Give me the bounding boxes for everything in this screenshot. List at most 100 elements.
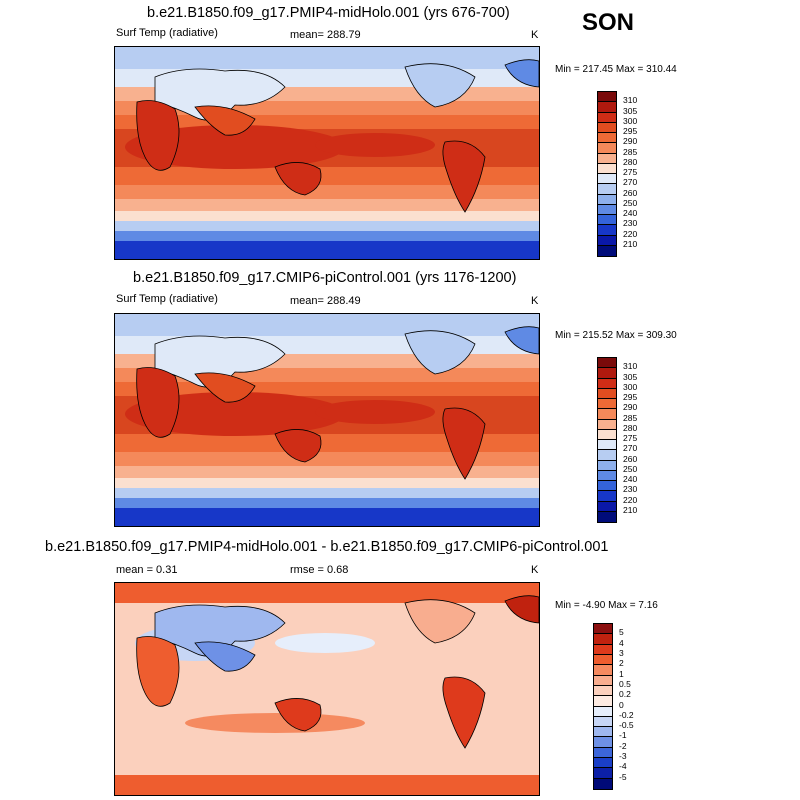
colorbar-tick-label: 275 xyxy=(623,167,638,177)
colorbar-swatch xyxy=(598,399,616,410)
colorbar-swatch xyxy=(598,235,616,246)
colorbar-swatch xyxy=(598,491,616,502)
colorbar-swatch xyxy=(598,133,616,144)
colorbar-tick-label: -0.5 xyxy=(619,720,634,731)
colorbar-tick-label: 305 xyxy=(623,105,638,116)
colorbar-swatch xyxy=(594,665,612,676)
panel-1-colorbar xyxy=(597,91,617,257)
colorbar-tick-label: 0.2 xyxy=(619,689,631,700)
colorbar-swatch xyxy=(594,644,612,655)
colorbar-swatch xyxy=(594,696,612,707)
panel-1-minmax: Min = 217.45 Max = 310.44 xyxy=(555,64,677,75)
colorbar-tick-label: 300 xyxy=(623,115,638,126)
colorbar-swatch xyxy=(598,245,616,256)
colorbar-swatch xyxy=(598,163,616,174)
colorbar-swatch xyxy=(598,511,616,522)
colorbar-swatch xyxy=(594,685,612,697)
colorbar-swatch xyxy=(598,204,616,215)
colorbar-tick-label: 295 xyxy=(623,392,638,402)
panel-2-map-field xyxy=(115,314,539,526)
colorbar-swatch xyxy=(594,706,612,717)
colorbar-tick-label: 285 xyxy=(623,146,638,157)
colorbar-swatch xyxy=(594,654,612,666)
colorbar-tick-label: 260 xyxy=(623,187,638,198)
panel-3-units: K xyxy=(531,564,539,576)
colorbar-tick-label: 240 xyxy=(623,208,638,218)
panel-3-minmax: Min = -4.90 Max = 7.16 xyxy=(555,600,658,611)
colorbar-swatch xyxy=(594,716,612,728)
colorbar-tick-label: 240 xyxy=(623,474,638,484)
colorbar-swatch xyxy=(598,368,616,379)
colorbar-swatch xyxy=(598,358,616,369)
colorbar-swatch xyxy=(598,92,616,103)
colorbar-tick-label: 270 xyxy=(623,443,638,454)
colorbar-swatch xyxy=(594,727,612,738)
colorbar-swatch xyxy=(598,470,616,481)
colorbar-tick-label: -1 xyxy=(619,730,627,741)
colorbar-tick-label: 300 xyxy=(623,381,638,392)
colorbar-tick-label: 1 xyxy=(619,668,624,679)
colorbar-tick-label: 230 xyxy=(623,218,638,229)
colorbar-tick-label: 4 xyxy=(619,637,624,648)
colorbar-swatch xyxy=(598,153,616,164)
colorbar-tick-label: 305 xyxy=(623,371,638,382)
colorbar-tick-label: 290 xyxy=(623,402,638,413)
colorbar-swatch xyxy=(598,450,616,461)
colorbar-tick-label: 0.5 xyxy=(619,678,631,689)
panel-3-map-field xyxy=(115,583,539,795)
colorbar-swatch xyxy=(598,429,616,440)
colorbar-swatch xyxy=(594,747,612,759)
colorbar-swatch xyxy=(598,440,616,451)
colorbar-swatch xyxy=(598,102,616,113)
colorbar-tick-label: 220 xyxy=(623,228,638,239)
colorbar-swatch xyxy=(598,388,616,399)
colorbar-tick-label: 260 xyxy=(623,453,638,464)
colorbar-tick-label: 250 xyxy=(623,463,638,474)
colorbar-swatch xyxy=(594,737,612,748)
colorbar-swatch xyxy=(594,624,612,635)
colorbar-tick-label: 2 xyxy=(619,658,624,669)
colorbar-tick-label: -2 xyxy=(619,740,627,751)
colorbar-swatch xyxy=(598,194,616,205)
colorbar-swatch xyxy=(598,225,616,236)
colorbar-swatch xyxy=(594,758,612,769)
colorbar-tick-label: 270 xyxy=(623,177,638,188)
colorbar-tick-label: 250 xyxy=(623,197,638,208)
panel-2-title: b.e21.B1850.f09_g17.CMIP6-piControl.001 … xyxy=(133,270,517,286)
colorbar-swatch xyxy=(594,675,612,686)
colorbar-swatch xyxy=(594,634,612,645)
panel-2-map xyxy=(114,313,540,527)
colorbar-tick-label: 290 xyxy=(623,136,638,147)
panel-3-rmse-label: rmse = 0.68 xyxy=(290,564,349,576)
colorbar-swatch xyxy=(594,778,612,789)
panel-2-units: K xyxy=(531,295,539,307)
colorbar-tick-label: -4 xyxy=(619,761,627,772)
colorbar-tick-label: 5 xyxy=(619,627,624,638)
colorbar-swatch xyxy=(598,409,616,420)
colorbar-tick-label: 310 xyxy=(623,361,638,372)
colorbar-swatch xyxy=(598,184,616,195)
colorbar-swatch xyxy=(598,112,616,123)
panel-3-mean-label: mean = 0.31 xyxy=(116,564,178,576)
season-label: SON xyxy=(582,9,635,36)
panel-1-title: b.e21.B1850.f09_g17.PMIP4-midHolo.001 (y… xyxy=(147,5,510,21)
colorbar-tick-label: 280 xyxy=(623,156,638,167)
colorbar-swatch xyxy=(598,481,616,492)
colorbar-swatch xyxy=(598,143,616,154)
colorbar-swatch xyxy=(598,174,616,185)
colorbar-tick-label: 0 xyxy=(619,699,624,710)
colorbar-tick-label: -0.2 xyxy=(619,709,634,720)
panel-2-minmax: Min = 215.52 Max = 309.30 xyxy=(555,330,677,341)
colorbar-tick-label: 230 xyxy=(623,484,638,495)
panel-2-variable-label: Surf Temp (radiative) xyxy=(116,293,218,305)
panel-1-variable-label: Surf Temp (radiative) xyxy=(116,27,218,39)
colorbar-swatch xyxy=(598,215,616,226)
panel-1-mean-label: mean= 288.79 xyxy=(290,29,361,41)
panel-1-units: K xyxy=(531,29,539,41)
colorbar-tick-label: 220 xyxy=(623,494,638,505)
colorbar-tick-label: 210 xyxy=(623,504,638,515)
colorbar-swatch xyxy=(598,122,616,133)
colorbar-tick-label: 275 xyxy=(623,433,638,443)
colorbar-swatch xyxy=(594,768,612,779)
panel-3-map xyxy=(114,582,540,796)
